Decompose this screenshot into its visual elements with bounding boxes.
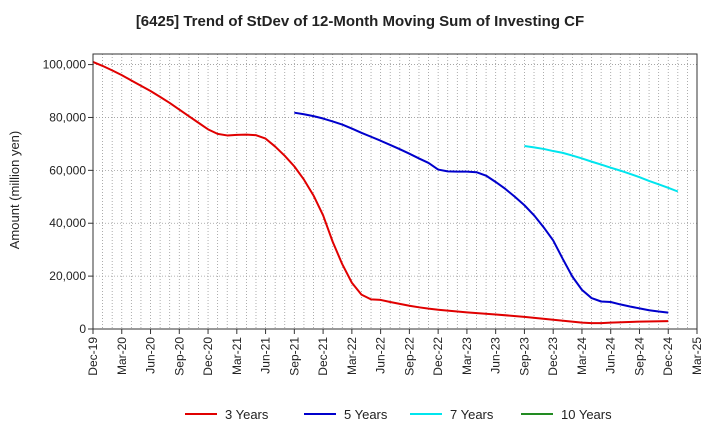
y-tick-label: 100,000 [43, 58, 87, 72]
y-axis-label: Amount (million yen) [7, 131, 22, 250]
x-tick-label: Jun-23 [489, 337, 503, 374]
grid [93, 54, 697, 329]
x-tick-label: Mar-20 [115, 337, 129, 375]
x-tick-label: Sep-22 [402, 337, 416, 376]
axes [92, 53, 698, 330]
x-tick-label: Dec-23 [546, 337, 560, 376]
x-tick-label: Mar-25 [690, 337, 704, 375]
x-tick-label: Sep-24 [632, 337, 646, 376]
y-tick-labels: 0 20,000 40,000 60,000 80,000 100,000 [43, 58, 93, 336]
plot-background [93, 54, 697, 329]
x-tick-label: Dec-24 [661, 337, 675, 376]
series-line-3 [524, 145, 679, 193]
x-tick-label: Jun-22 [374, 337, 388, 374]
legend-label: 7 Years [450, 407, 494, 422]
plot-frame [92, 53, 698, 330]
legend-label: 5 Years [344, 407, 388, 422]
x-tick-label: Sep-20 [172, 337, 186, 376]
series-line-1 [92, 61, 669, 325]
x-tick-label: Dec-19 [86, 337, 100, 376]
y-tick-label: 40,000 [49, 216, 86, 230]
x-tick-label: Mar-23 [460, 337, 474, 375]
x-tick-label: Mar-21 [230, 337, 244, 375]
y-tick-label: 60,000 [49, 163, 86, 177]
legend: 3 Years 5 Years 7 Years 10 Years [185, 407, 612, 422]
plot-area [93, 54, 697, 329]
x-tick-labels: Dec-19 Mar-20 Jun-20 Sep-20 Dec-20 Mar-21 Jun-… [86, 329, 704, 376]
chart-title: [6425] Trend of StDev of 12-Month Moving… [136, 13, 584, 30]
x-tick-label: Jun-20 [144, 337, 158, 374]
series-line-2 [294, 111, 669, 314]
legend-label: 10 Years [561, 407, 612, 422]
legend-label: 3 Years [225, 407, 269, 422]
y-tick-label: 0 [79, 322, 86, 336]
x-tick-label: Jun-24 [604, 337, 618, 374]
x-tick-label: Jun-21 [259, 337, 273, 374]
x-tick-label: Dec-22 [431, 337, 445, 376]
series-layer [92, 61, 679, 325]
x-tick-label: Mar-22 [345, 337, 359, 375]
x-tick-label: Sep-23 [517, 337, 531, 376]
x-tick-label: Dec-20 [201, 337, 215, 376]
y-tick-label: 80,000 [49, 110, 86, 124]
x-tick-label: Dec-21 [316, 337, 330, 376]
y-tick-label: 20,000 [49, 269, 86, 283]
x-tick-label: Mar-24 [575, 337, 589, 375]
x-tick-label: Sep-21 [287, 337, 301, 376]
